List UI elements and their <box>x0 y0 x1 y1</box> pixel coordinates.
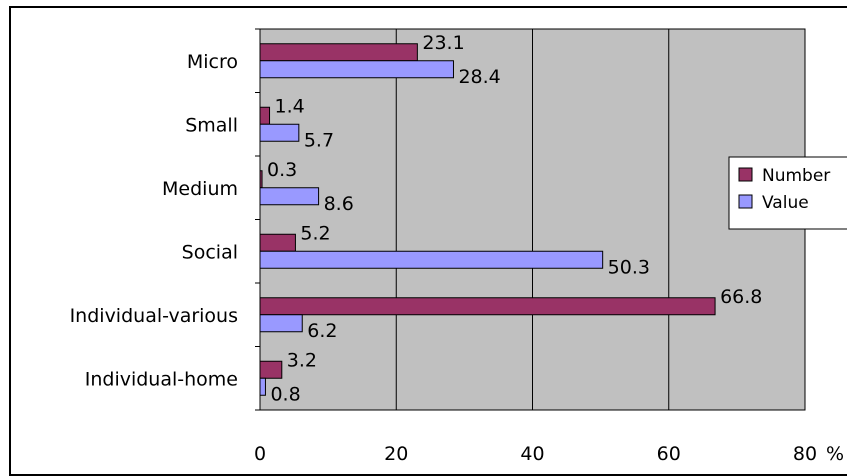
bar-number-micro <box>259 43 418 62</box>
legend-swatch-number <box>738 167 753 182</box>
x-unit-label: % <box>826 443 844 465</box>
bar-value-micro <box>259 60 454 79</box>
data-label: 8.6 <box>324 193 354 215</box>
legend: Number Value <box>728 156 847 230</box>
data-labels: 23.1 28.4 1.4 5.7 0.3 8.6 5.2 50.3 66.8 6.2 3.2 0.8 <box>267 32 762 406</box>
category-label: Micro <box>187 51 238 73</box>
data-label: 3.2 <box>287 349 317 371</box>
bar-value-individual-home <box>259 377 266 396</box>
bar-chart: Micro Small Medium Social Individual-various… <box>70 28 847 465</box>
data-label: 6.2 <box>307 320 337 342</box>
x-tick-0: 0 <box>254 443 266 465</box>
bar-number-medium <box>259 170 263 189</box>
bar-value-social <box>259 250 604 269</box>
category-label: Individual-home <box>85 368 238 390</box>
x-tick-40: 40 <box>520 443 544 465</box>
bar-number-individual-various <box>259 297 716 316</box>
data-label: 1.4 <box>275 95 305 117</box>
x-tick-60: 60 <box>657 443 681 465</box>
x-tick-80: 80 <box>793 443 817 465</box>
data-label: 28.4 <box>458 66 500 88</box>
bars <box>259 43 716 396</box>
category-label: Medium <box>162 178 238 200</box>
data-label: 0.3 <box>267 159 297 181</box>
x-tick-labels: 0 20 40 60 80 <box>254 443 817 465</box>
data-label: 0.8 <box>270 383 300 405</box>
category-labels: Micro Small Medium Social Individual-various… <box>70 51 238 391</box>
category-label: Social <box>182 241 238 263</box>
legend-swatch-value <box>738 194 753 209</box>
category-label: Small <box>185 114 238 136</box>
data-label: 5.7 <box>304 129 334 151</box>
x-tick-20: 20 <box>384 443 408 465</box>
legend-label-value: Value <box>762 193 809 213</box>
bar-value-medium <box>259 187 320 206</box>
bar-number-small <box>259 106 271 125</box>
data-label: 5.2 <box>300 222 330 244</box>
data-label: 50.3 <box>608 256 650 278</box>
gridlines <box>255 28 670 411</box>
data-label: 23.1 <box>422 32 464 54</box>
bar-value-small <box>259 123 300 142</box>
legend-label-number: Number <box>762 166 830 186</box>
category-label: Individual-various <box>70 305 238 327</box>
bar-number-individual-home <box>259 360 283 379</box>
bar-number-social <box>259 233 296 252</box>
bar-value-individual-various <box>259 314 303 333</box>
data-label: 66.8 <box>720 286 762 308</box>
